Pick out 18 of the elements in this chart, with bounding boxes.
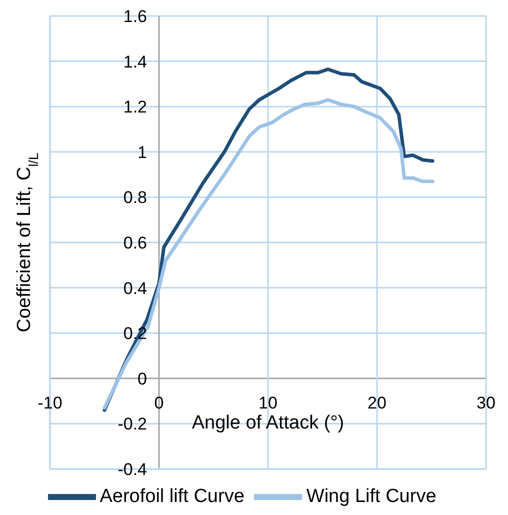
legend-label: Wing Lift Curve [306, 486, 436, 508]
x-tick-label: 0 [154, 393, 164, 412]
y-tick-label: 1.6 [123, 7, 147, 26]
y-tick-label: -0.2 [118, 414, 147, 434]
x-tick-label: -10 [38, 393, 62, 412]
y-tick-label: 0.8 [123, 188, 147, 208]
x-tick-label: 20 [368, 393, 386, 412]
y-tick-label: 1 [138, 142, 147, 162]
x-tick-label: 30 [476, 393, 496, 412]
y-tick-label: 0.4 [123, 278, 147, 298]
y-tick-label: 1.2 [123, 98, 147, 117]
x-axis-title: Angle of Attack (°) [192, 412, 344, 434]
y-tick-label: 1.4 [123, 52, 147, 72]
y-tick-label: -0.4 [118, 460, 147, 479]
x-tick-label: 10 [258, 393, 278, 412]
legend-label: Aerofoil lift Curve [100, 486, 244, 508]
y-tick-label: 0 [138, 369, 147, 388]
y-tick-label: 0.6 [123, 234, 147, 252]
